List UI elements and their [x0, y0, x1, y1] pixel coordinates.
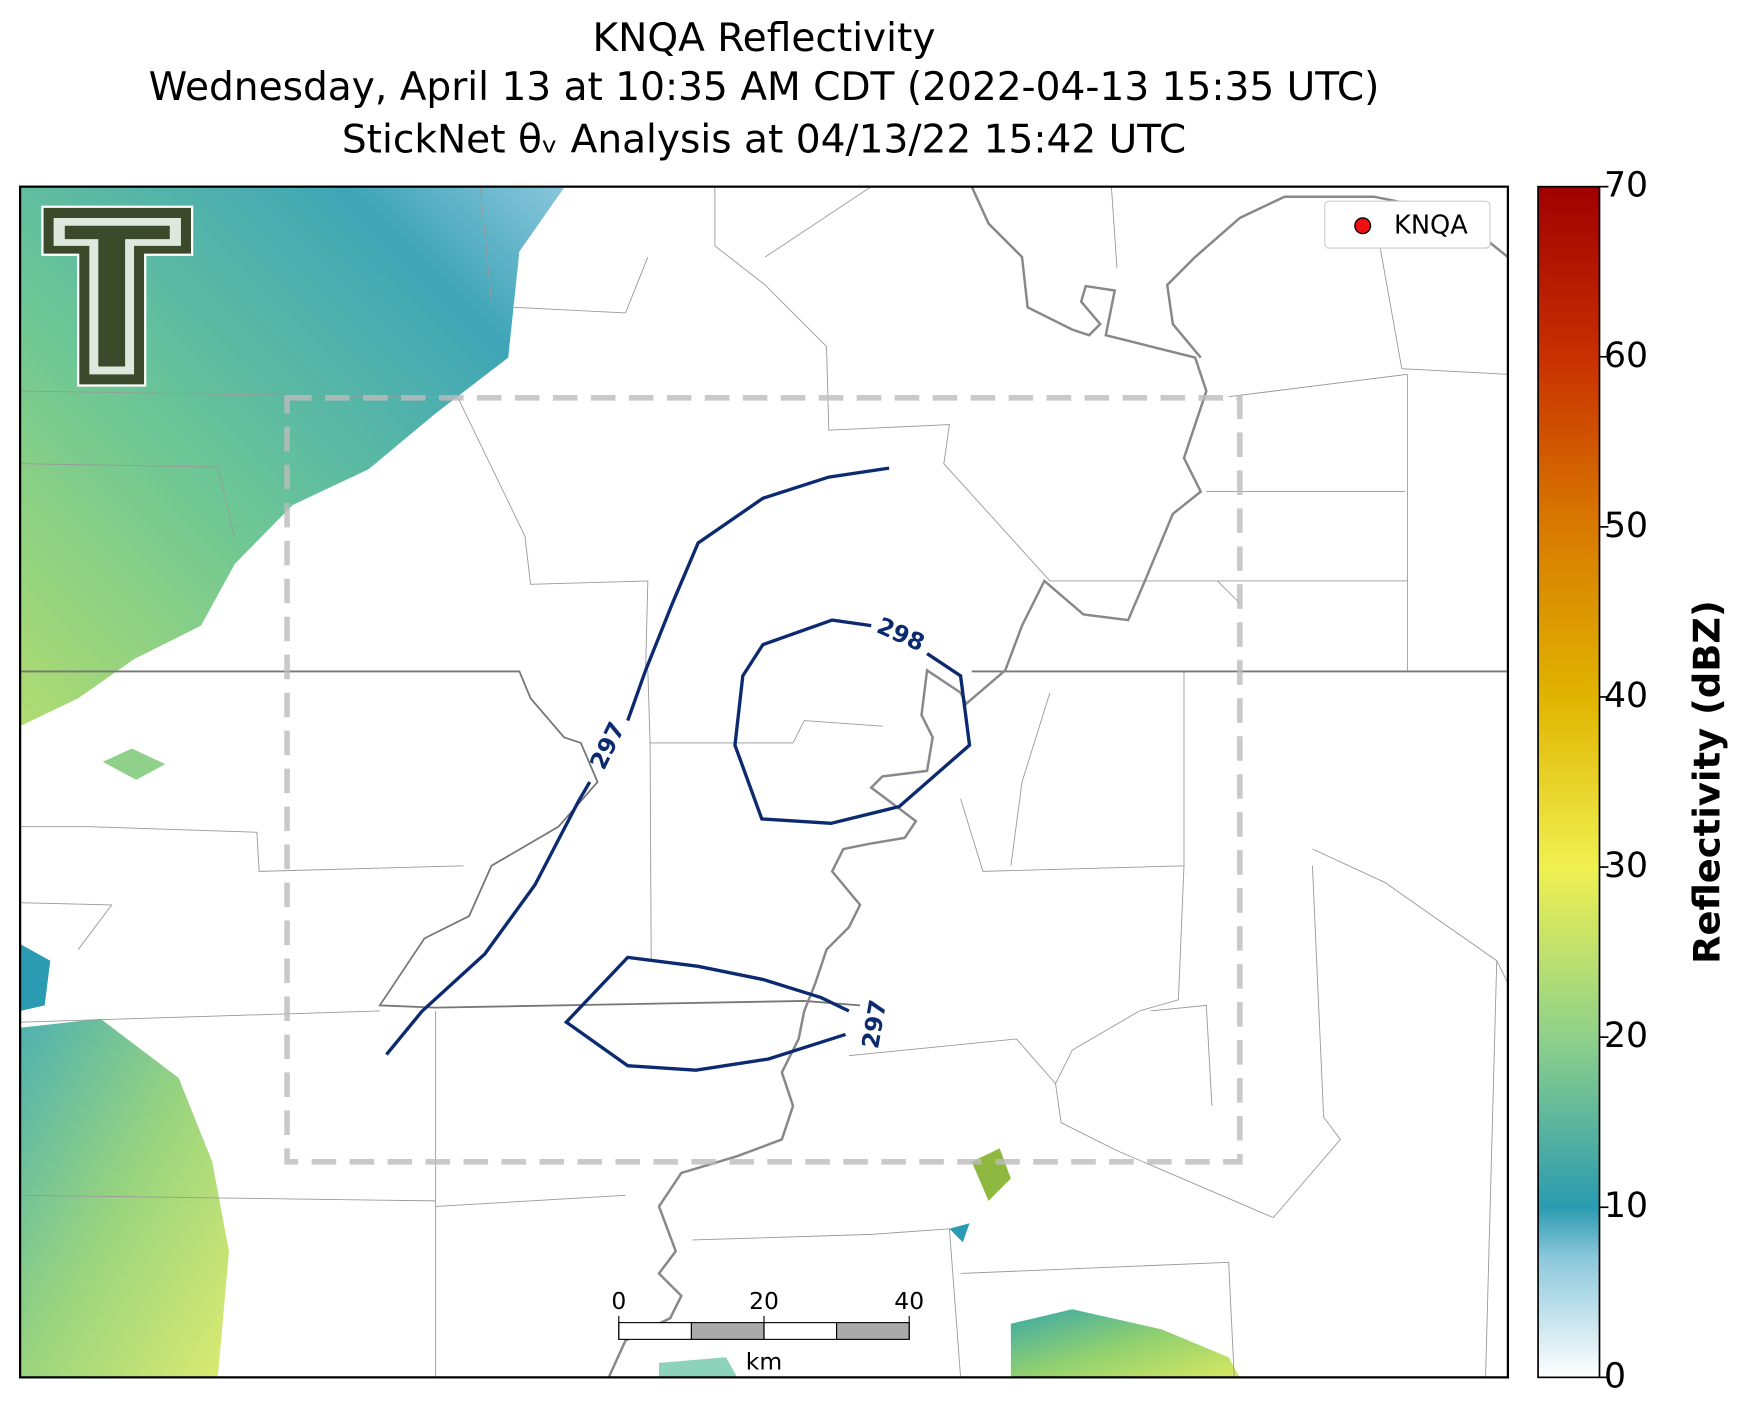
map-frame — [18, 185, 1510, 1379]
title-line: Wednesday, April 13 at 10:35 AM CDT (202… — [149, 65, 1380, 110]
legend-marker — [1354, 217, 1372, 235]
colorbar-tick-label: 60 — [1604, 336, 1648, 376]
radar-echo — [20, 1018, 229, 1378]
contour-line — [563, 955, 850, 1072]
contour-line — [626, 466, 890, 722]
colorbar-tick-label: 20 — [1604, 1016, 1648, 1056]
scale-bar-segment — [618, 1322, 692, 1340]
contour-line — [385, 781, 592, 1056]
map-area: 297 298 297 KNQA 0 20 40 km — [20, 186, 1508, 1378]
radar-echo — [102, 748, 166, 780]
colorbar-ticks: 0 10 20 30 40 50 60 70 — [1599, 166, 1648, 1396]
radar-echo — [1010, 1309, 1240, 1378]
scale-bar-unit: km — [746, 1347, 782, 1375]
radar-echo — [949, 1223, 970, 1243]
colorbar-tick-label: 50 — [1604, 506, 1648, 546]
colorbar-label: Reflectivity (dBZ) — [1685, 600, 1728, 964]
colorbar — [1537, 185, 1601, 1379]
colorbar-tick-label: 30 — [1604, 846, 1648, 886]
colorbar-tick-label: 0 — [1604, 1356, 1626, 1396]
scale-bar-label: 40 — [894, 1287, 924, 1315]
contour-line — [733, 618, 972, 826]
colorbar-tick-label: 40 — [1604, 676, 1648, 716]
scale-bar-segment — [690, 1322, 765, 1340]
scale-bar-segment — [836, 1322, 910, 1340]
logo — [41, 205, 194, 387]
analysis-domain — [284, 394, 1243, 1165]
title-line: KNQA Reflectivity — [593, 16, 936, 61]
scale-bar-segment — [763, 1322, 838, 1340]
scale-bar: 0 20 40 — [611, 1287, 924, 1340]
radar-echo — [20, 186, 565, 727]
title-line: StickNet θᵥ Analysis at 04/13/22 15:42 U… — [342, 117, 1186, 162]
river — [607, 186, 1208, 1378]
radar-echo — [659, 1357, 738, 1378]
colorbar-tick-label: 10 — [1604, 1186, 1648, 1226]
scale-bar-label: 20 — [749, 1287, 779, 1315]
radar-echo — [20, 943, 51, 1011]
scale-bar-label: 0 — [611, 1287, 626, 1315]
legend-box — [1324, 200, 1491, 249]
legend-label: KNQA — [1394, 210, 1468, 240]
colorbar-tick-label: 70 — [1604, 166, 1648, 206]
